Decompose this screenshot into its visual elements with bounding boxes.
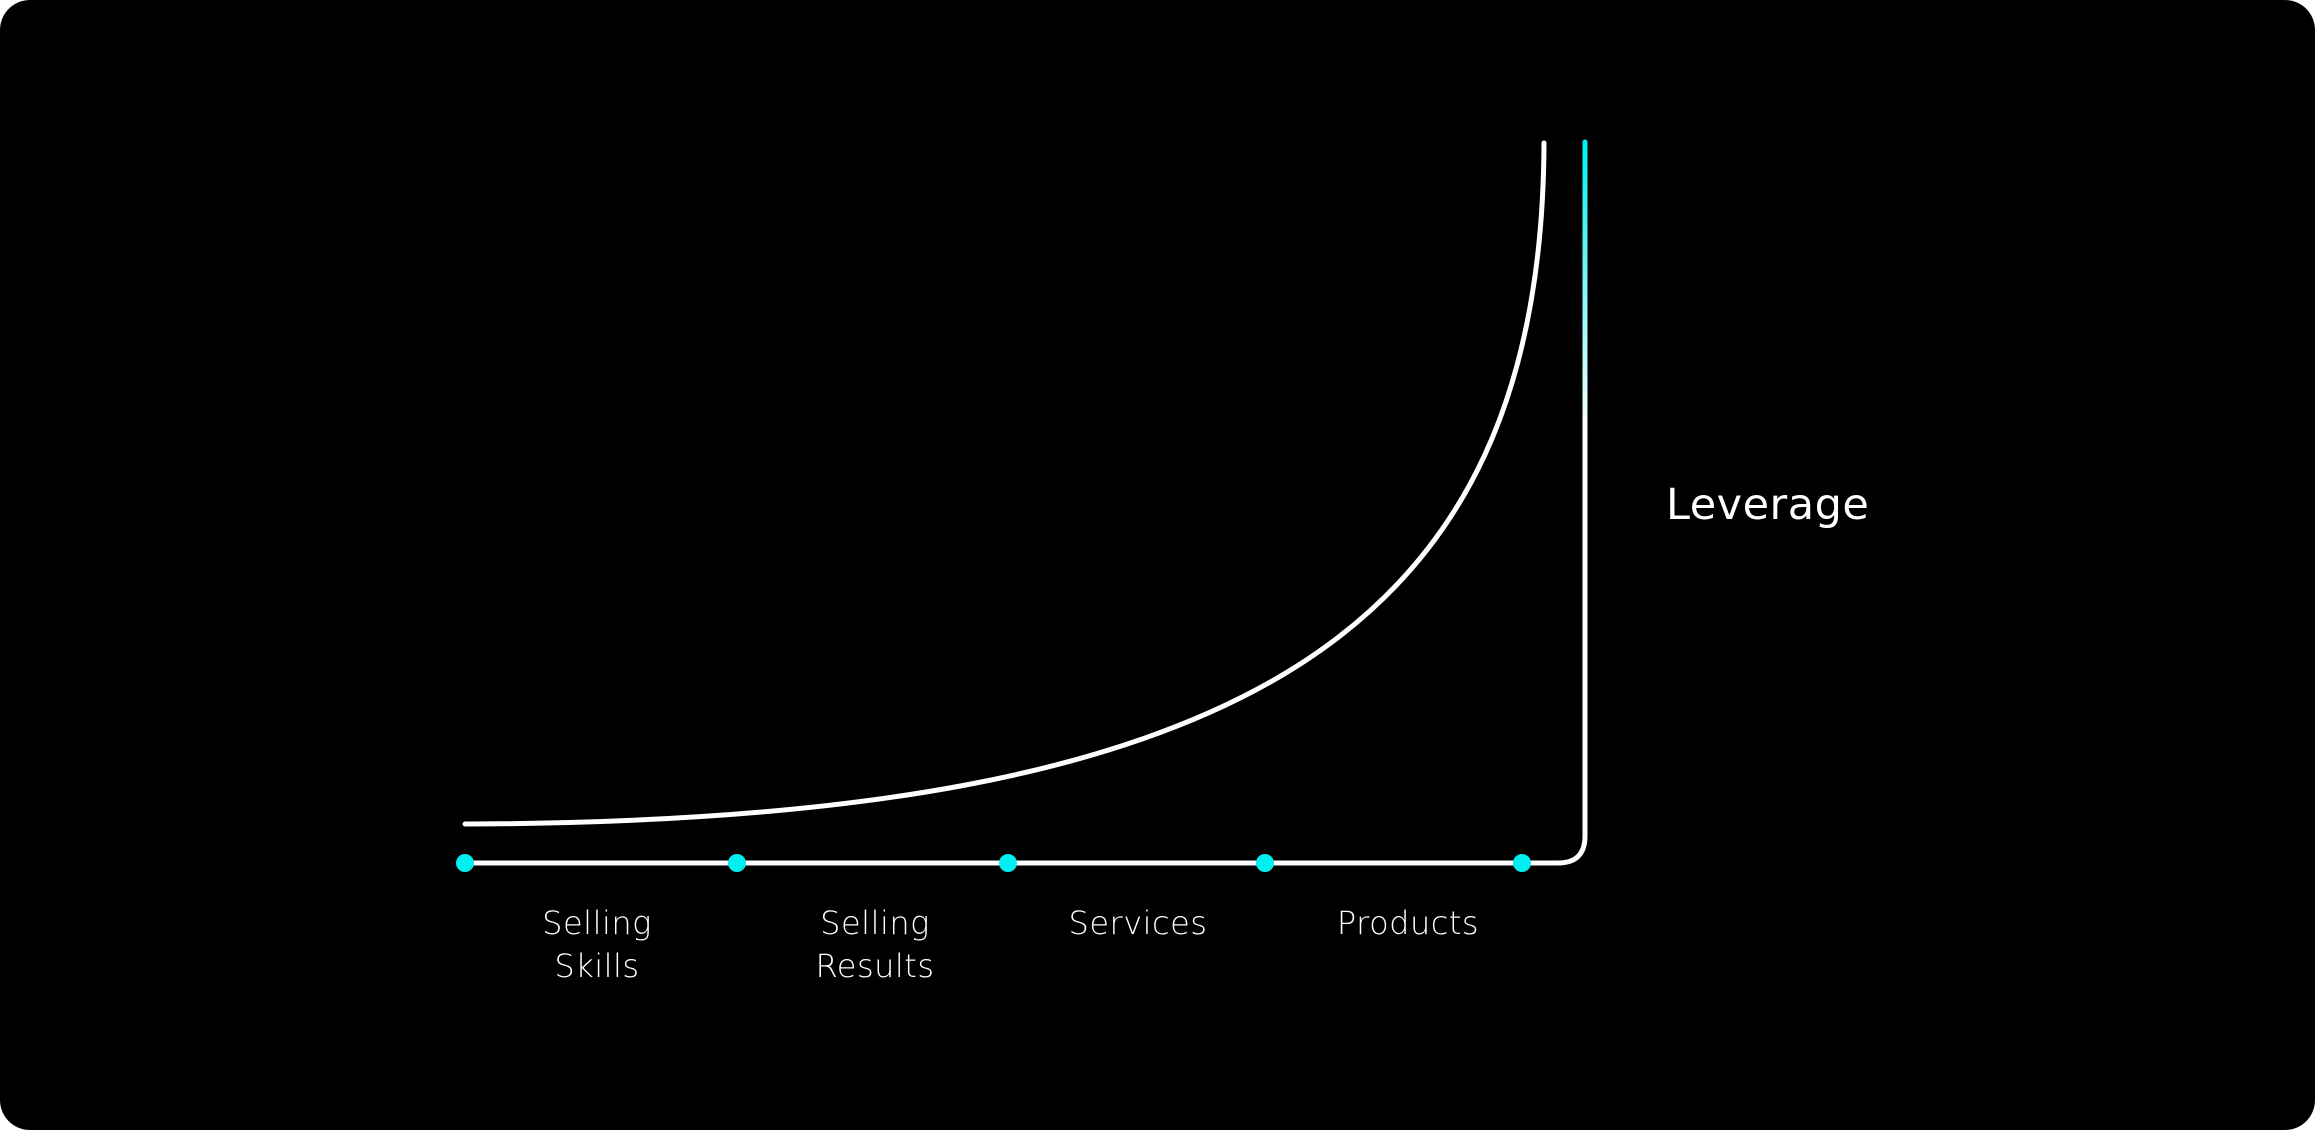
stage-marker — [728, 854, 746, 872]
leverage-curve — [462, 140, 1547, 827]
stage-label-line: Skills — [554, 947, 640, 985]
stage-label-line: Selling — [542, 904, 652, 942]
stage-label-selling-results: Selling Results — [755, 902, 995, 988]
stage-label-selling-skills: Selling Skills — [477, 902, 717, 988]
axis-label-leverage: Leverage — [1666, 480, 1870, 530]
stage-marker — [999, 854, 1017, 872]
stage-marker — [1256, 854, 1274, 872]
stage-label-services: Services — [1018, 902, 1258, 945]
stage-label-line: Selling — [820, 904, 930, 942]
stage-markers — [456, 854, 1531, 872]
stage-label-line: Services — [1068, 904, 1208, 942]
stage-marker — [1513, 854, 1531, 872]
axis-line — [462, 139, 1588, 866]
stage-label-products: Products — [1288, 902, 1528, 945]
stage-marker — [456, 854, 474, 872]
stage-label-line: Products — [1336, 904, 1480, 942]
stage-label-line: Results — [815, 947, 935, 985]
